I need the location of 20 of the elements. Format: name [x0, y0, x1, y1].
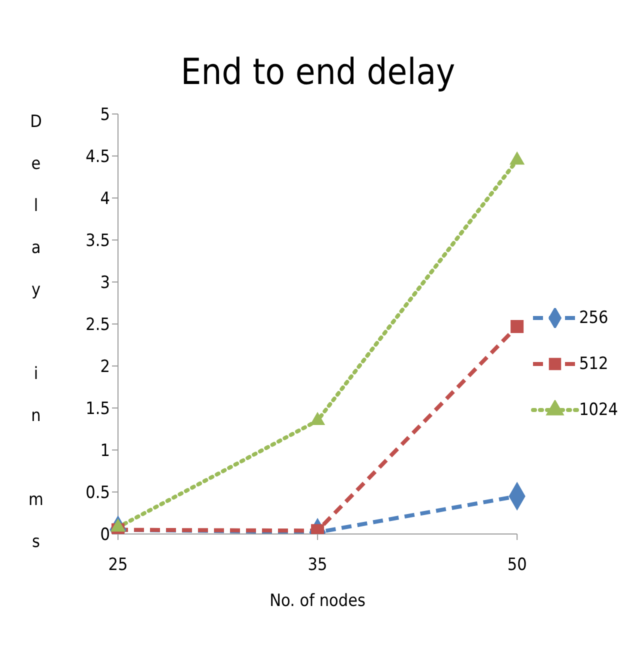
y-tick-label: 0.5 — [86, 483, 110, 504]
x-tick-label: 50 — [507, 555, 527, 576]
y-tick-label: 4 — [100, 189, 110, 210]
x-axis-title: No. of nodes — [270, 591, 366, 611]
y-tick-label: 5 — [100, 105, 110, 126]
y-tick-label: 4.5 — [86, 147, 110, 168]
legend-label: 512 — [579, 354, 608, 374]
legend-label: 1024 — [579, 400, 618, 420]
y-tick-label: 2.5 — [86, 315, 110, 336]
y-axis-title: Delay in ms — [26, 112, 46, 574]
y-tick-label: 1 — [100, 441, 110, 462]
legend-label: 256 — [579, 308, 608, 328]
y-tick-label: 2 — [100, 357, 110, 378]
y-tick-label: 0 — [100, 525, 110, 546]
y-tick-label: 3.5 — [86, 231, 110, 252]
x-tick-label: 35 — [308, 555, 328, 576]
chart-title: End to end delay — [180, 51, 456, 94]
y-tick-label: 3 — [100, 273, 110, 294]
y-tick-label: 1.5 — [86, 399, 110, 420]
x-tick-label: 25 — [108, 555, 128, 576]
